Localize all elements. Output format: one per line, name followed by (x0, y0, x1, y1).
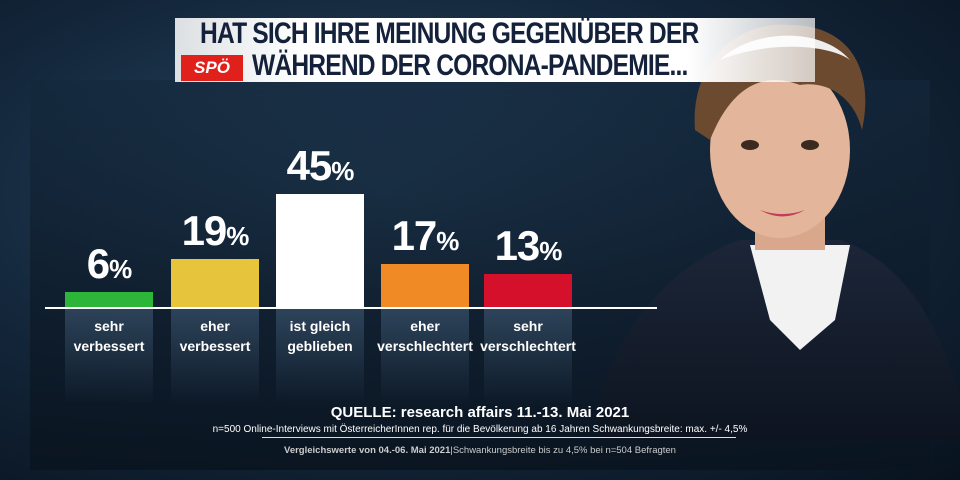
category-label-line: sehr (513, 318, 543, 334)
category-label-line: eher (200, 318, 230, 334)
label-column (381, 309, 469, 404)
value-unit: % (436, 226, 459, 257)
category-label: eher verbessert (165, 316, 265, 356)
value-unit: % (226, 221, 249, 252)
label-column (276, 309, 364, 404)
bar-2 (276, 194, 364, 307)
title-line-2: WÄHREND DER CORONA-PANDEMIE... (252, 49, 688, 82)
value-label: 19% (171, 207, 259, 255)
category-label-line: eher (410, 318, 440, 334)
value-label: 6% (65, 240, 153, 288)
chart-baseline (45, 307, 657, 309)
category-label: sehr verschlechtert (478, 316, 578, 356)
category-label-line: sehr (94, 318, 124, 334)
value-unit: % (109, 253, 132, 284)
source-title: QUELLE: research affairs 11.-13. Mai 202… (330, 404, 630, 421)
comparison-note: Vergleichswerte von 04.-06. Mai 2021|Sch… (0, 445, 960, 456)
category-label-line: verschlechtert (480, 338, 576, 354)
source-detail: n=500 Online-Interviews mit Österreicher… (212, 424, 748, 435)
value-label: 17% (381, 212, 469, 260)
bar-4 (484, 274, 572, 307)
value-number: 19 (181, 207, 228, 255)
category-label-line: verbessert (179, 338, 251, 354)
value-label: 45% (276, 142, 364, 190)
value-number: 6 (86, 239, 110, 287)
category-label-line: ist gleich (289, 318, 351, 334)
value-number: 13 (494, 222, 541, 270)
category-label: ist gleich geblieben (270, 316, 370, 356)
label-column (65, 309, 153, 404)
value-unit: % (539, 236, 562, 267)
category-label-line: verbessert (73, 338, 145, 354)
value-label: 13% (484, 222, 572, 270)
source-divider (262, 437, 736, 438)
spo-logo: SPÖ (181, 55, 243, 81)
title-banner (175, 18, 815, 82)
comparison-rest: |Schwankungsbreite bis zu 4,5% bei n=504… (450, 445, 676, 456)
category-label: eher verschlechtert (375, 316, 475, 356)
label-column (171, 309, 259, 404)
value-unit: % (331, 156, 354, 186)
title-line-1: HAT SICH IHRE MEINUNG GEGENÜBER DER (200, 17, 699, 50)
politician-portrait (600, 24, 960, 440)
value-number: 45 (286, 142, 333, 189)
category-label-line: geblieben (287, 338, 353, 354)
comparison-bold: Vergleichswerte von 04.-06. Mai 2021 (284, 445, 451, 456)
bar-0 (65, 291, 153, 307)
category-label: sehr verbessert (59, 316, 159, 356)
category-label-line: verschlechtert (377, 338, 473, 354)
bar-1 (171, 259, 259, 307)
label-column (484, 309, 572, 404)
bar-3 (381, 264, 469, 307)
value-number: 17 (391, 212, 438, 260)
